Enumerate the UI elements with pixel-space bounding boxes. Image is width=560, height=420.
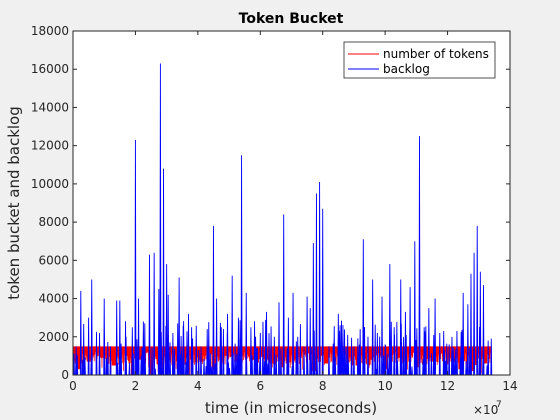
x-axis-title: time (in microseconds) bbox=[205, 399, 377, 417]
x-tick-label: 4 bbox=[194, 379, 202, 393]
y-tick-label: 0 bbox=[61, 368, 69, 382]
y-tick-label: 8000 bbox=[38, 215, 69, 229]
x-tick-label: 2 bbox=[132, 379, 140, 393]
x-tick-label: 6 bbox=[256, 379, 264, 393]
y-tick-label: 4000 bbox=[38, 292, 69, 306]
x-tick-label: 10 bbox=[378, 379, 393, 393]
x-tick-label: 8 bbox=[319, 379, 327, 393]
x-exponent-power: 7 bbox=[496, 400, 502, 410]
x-tick-label: 14 bbox=[502, 379, 517, 393]
legend-label-backlog: backlog bbox=[383, 62, 430, 76]
chart-title: Token Bucket bbox=[239, 11, 344, 27]
y-tick-label: 18000 bbox=[31, 24, 69, 38]
y-tick-label: 12000 bbox=[31, 139, 69, 153]
y-tick-label: 2000 bbox=[38, 330, 69, 344]
x-tick-label: 12 bbox=[440, 379, 455, 393]
y-tick-label: 6000 bbox=[38, 253, 69, 267]
y-tick-label: 16000 bbox=[31, 62, 69, 76]
y-axis-title: token bucket and backlog bbox=[5, 106, 23, 300]
legend: number of tokens backlog bbox=[344, 42, 495, 78]
y-tick-label: 14000 bbox=[31, 100, 69, 114]
x-exponent-base: ×10 bbox=[473, 403, 498, 417]
legend-label-number-of-tokens: number of tokens bbox=[383, 47, 489, 61]
x-tick-label: 0 bbox=[69, 379, 77, 393]
y-tick-label: 10000 bbox=[31, 177, 69, 191]
